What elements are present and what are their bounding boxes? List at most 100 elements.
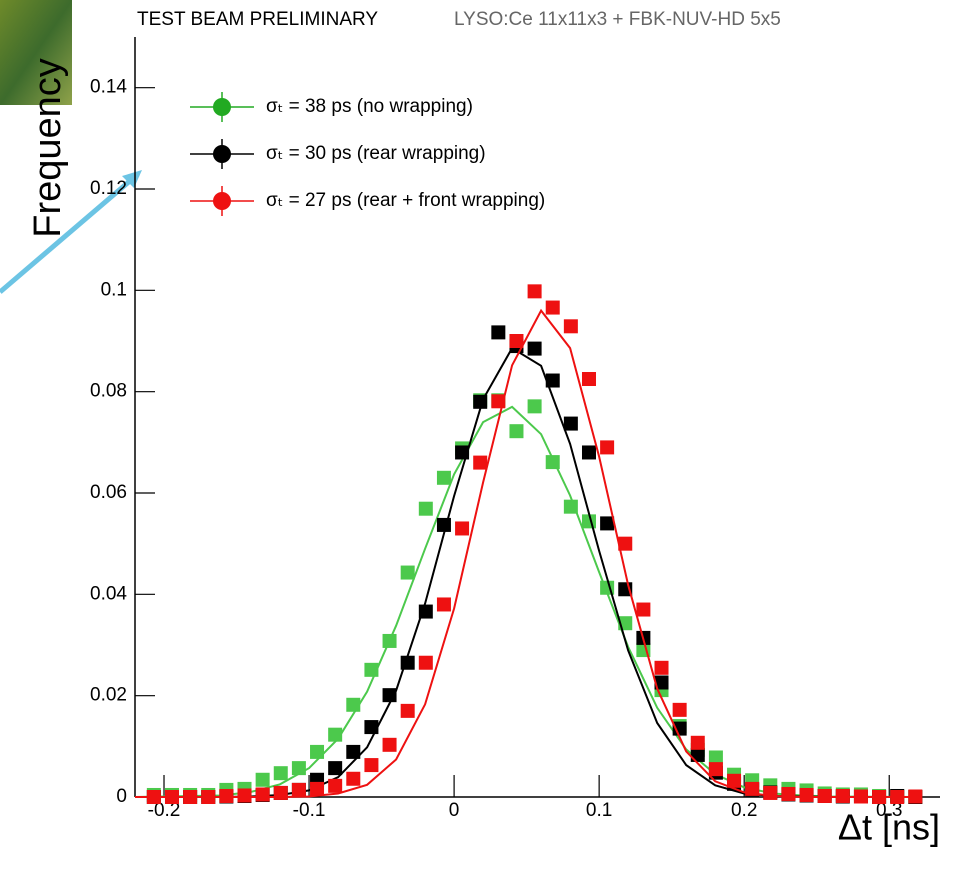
data-point <box>872 790 887 804</box>
data-point <box>727 773 742 788</box>
x-tick-label: -0.2 <box>148 800 181 821</box>
data-point <box>527 284 542 299</box>
data-point <box>545 300 560 315</box>
data-point <box>581 445 596 460</box>
data-point <box>708 750 723 765</box>
x-axis-label: Δt [ns] <box>838 807 940 848</box>
data-point <box>382 688 397 703</box>
chart-title: TEST BEAM PRELIMINARY <box>137 9 378 30</box>
data-point <box>545 455 560 470</box>
data-point <box>509 424 524 439</box>
data-point <box>146 790 161 804</box>
data-point <box>328 761 343 776</box>
legend-marker <box>213 98 231 116</box>
pointer-arrow <box>0 172 140 294</box>
y-tick-label: 0.06 <box>90 482 127 503</box>
data-point <box>364 720 379 735</box>
data-point <box>436 517 451 532</box>
data-point <box>382 633 397 648</box>
y-tick-label: 0.02 <box>90 685 127 706</box>
data-point <box>346 771 361 786</box>
data-point <box>328 727 343 742</box>
data-point <box>527 341 542 356</box>
data-point <box>527 399 542 414</box>
y-tick-label: 0.12 <box>90 178 127 199</box>
data-point <box>436 470 451 485</box>
data-point <box>799 787 814 802</box>
data-point <box>273 785 288 800</box>
y-tick-label: 0 <box>116 786 127 807</box>
data-point <box>563 499 578 514</box>
legend-label: σₜ = 30 ps (rear wrapping) <box>266 143 486 164</box>
data-point <box>237 788 252 803</box>
data-point <box>346 744 361 759</box>
y-tick-label: 0.1 <box>101 279 127 300</box>
data-point <box>563 416 578 431</box>
data-point <box>672 721 687 736</box>
data-point <box>853 789 868 804</box>
legend-label: σₜ = 38 ps (no wrapping) <box>266 96 473 117</box>
data-point <box>763 785 778 800</box>
data-point <box>690 735 705 750</box>
data-point <box>418 604 433 619</box>
x-tick-label: 0 <box>449 800 460 821</box>
x-tick-label: 0.3 <box>876 800 902 821</box>
data-point <box>672 702 687 717</box>
data-point <box>509 334 524 348</box>
data-point <box>600 440 615 455</box>
y-axis-label: Frequency <box>27 58 69 238</box>
data-point <box>400 565 415 580</box>
data-point <box>328 778 343 793</box>
legend-label: σₜ = 27 ps (rear + front wrapping) <box>266 190 545 211</box>
data-point <box>291 761 306 776</box>
data-point <box>436 597 451 612</box>
x-tick-label: 0.1 <box>586 800 612 821</box>
data-point <box>273 766 288 781</box>
data-point <box>291 782 306 797</box>
data-point <box>455 521 470 536</box>
data-point <box>455 445 470 460</box>
pointer-arrow-head <box>122 170 142 188</box>
data-point <box>545 373 560 388</box>
data-point <box>364 758 379 773</box>
data-point <box>835 788 850 803</box>
data-point <box>382 737 397 752</box>
x-tick-label: 0.2 <box>731 800 757 821</box>
data-point <box>400 655 415 670</box>
data-point <box>346 697 361 712</box>
fit-curve <box>135 346 919 798</box>
legend-marker <box>213 192 231 210</box>
data-point <box>708 762 723 777</box>
data-point <box>563 319 578 334</box>
data-point <box>400 703 415 718</box>
x-tick-label: -0.1 <box>293 800 326 821</box>
y-tick-label: 0.04 <box>90 583 127 604</box>
data-point <box>690 747 705 762</box>
data-point <box>581 372 596 386</box>
legend-marker <box>213 145 231 163</box>
data-point <box>310 781 325 796</box>
data-point <box>600 516 615 531</box>
data-point <box>817 788 832 803</box>
data-point <box>781 786 796 801</box>
data-point <box>310 744 325 759</box>
data-point <box>491 325 506 340</box>
data-point <box>219 788 234 803</box>
data-point <box>654 660 669 675</box>
fit-curve <box>135 308 919 798</box>
data-point <box>491 394 506 409</box>
data-point <box>654 675 669 690</box>
data-point <box>418 501 433 516</box>
data-point <box>473 394 488 409</box>
chart-subtitle: LYSO:Ce 11x11x3 + FBK-NUV-HD 5x5 <box>454 9 781 30</box>
data-point <box>364 662 379 677</box>
data-point <box>636 602 651 617</box>
data-point <box>745 781 760 796</box>
photo-corner <box>0 0 72 105</box>
data-point <box>164 790 179 804</box>
data-point <box>890 790 905 804</box>
y-tick-label: 0.08 <box>90 381 127 402</box>
data-point <box>418 655 433 670</box>
data-point <box>201 790 216 804</box>
